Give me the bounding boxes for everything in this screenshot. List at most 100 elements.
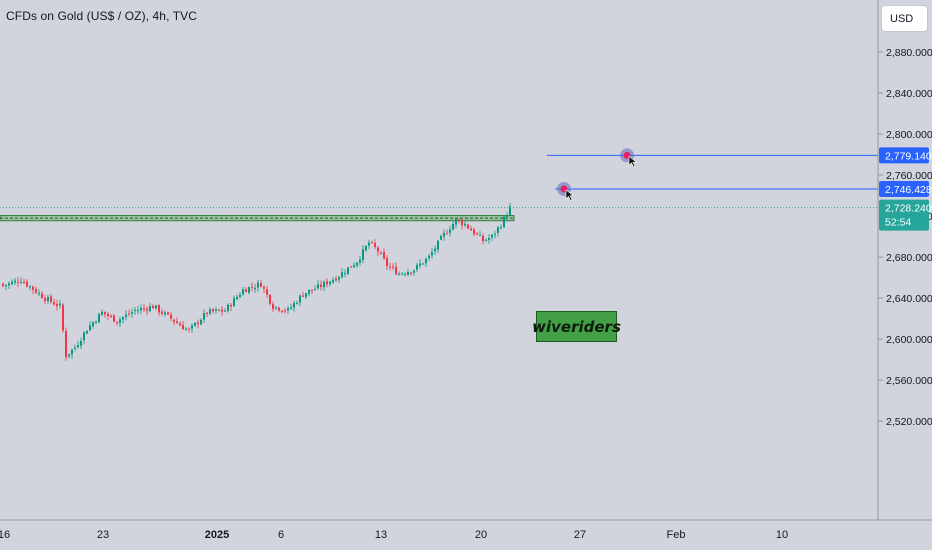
candle-body — [263, 286, 265, 289]
candle-body — [20, 281, 22, 283]
y-tick-label: 2,560.000 — [886, 375, 932, 387]
candle-body — [47, 296, 49, 302]
candle-body — [488, 237, 490, 240]
candle-body — [248, 287, 250, 293]
candles — [2, 202, 511, 361]
candle-body — [77, 345, 79, 348]
candle-body — [455, 218, 457, 225]
currency-button[interactable]: USD — [881, 5, 928, 32]
candle-body — [377, 247, 379, 252]
candle-body — [509, 206, 511, 216]
candle-body — [413, 270, 415, 273]
candle-body — [464, 223, 466, 226]
candle-body — [374, 243, 376, 248]
candle-body — [101, 311, 103, 315]
price-axis-background — [878, 0, 932, 520]
candle-body — [146, 308, 148, 311]
candle-body — [230, 304, 232, 307]
candle-body — [326, 281, 328, 285]
candle-body — [137, 310, 139, 312]
candle-body — [155, 305, 157, 309]
candle-body — [179, 323, 181, 326]
candle-body — [383, 251, 385, 259]
candle-body — [116, 322, 118, 324]
candle-body — [269, 294, 271, 304]
candle-body — [104, 311, 106, 315]
candle-body — [200, 320, 202, 325]
candle-body — [281, 310, 283, 312]
candle-body — [161, 311, 163, 314]
price-axis[interactable]: 2,520.000 2,560.000 2,600.000 2,640.000 2,68… — [877, 0, 932, 520]
candle-body — [494, 233, 496, 235]
candle-body — [323, 281, 325, 288]
candle-body — [209, 309, 211, 314]
candle-body — [479, 235, 481, 237]
candle-body — [296, 302, 298, 304]
candle-body — [107, 313, 109, 317]
candle-body — [362, 249, 364, 260]
candle-body — [149, 306, 151, 312]
candle-body — [140, 308, 142, 311]
candle-body — [203, 312, 205, 320]
candle-body — [329, 281, 331, 285]
candle-body — [506, 215, 508, 218]
candle-body — [401, 273, 403, 275]
candle-body — [224, 310, 226, 312]
candle-body — [347, 267, 349, 275]
candle-body — [158, 305, 160, 313]
candle-body — [290, 307, 292, 309]
candle-body — [194, 322, 196, 326]
candle-body — [392, 266, 394, 268]
x-tick-label: 27 — [574, 529, 586, 541]
candle-body — [74, 347, 76, 349]
candle-body — [434, 248, 436, 252]
bar-countdown-label: 52:54 — [885, 217, 911, 229]
candle-body — [500, 227, 502, 229]
candle-body — [17, 281, 19, 283]
candle-body — [128, 313, 130, 315]
candle-body — [218, 309, 220, 311]
candle-body — [83, 332, 85, 341]
candle-body — [95, 321, 97, 323]
candle-body — [266, 289, 268, 295]
y-tick-label: 2,800.000 — [886, 129, 932, 141]
x-tick-label: Feb — [667, 529, 686, 541]
cursor-icon — [565, 189, 575, 201]
candle-body — [257, 282, 259, 288]
candle-body — [419, 263, 421, 266]
candle-body — [23, 281, 25, 283]
candle-body — [236, 296, 238, 299]
candle-body — [197, 322, 199, 324]
candle-body — [14, 280, 16, 283]
candle-body — [386, 258, 388, 267]
candle-body — [215, 309, 217, 311]
chart-title: CFDs on Gold (US$ / OZ), 4h, TVC — [6, 9, 198, 23]
candle-body — [50, 296, 52, 302]
candle-body — [398, 273, 400, 275]
candle-body — [71, 349, 73, 355]
candle-body — [113, 315, 115, 322]
last-price-label-bg — [879, 199, 929, 231]
horizontal-lines[interactable] — [547, 148, 878, 201]
candle-body — [254, 287, 256, 289]
candle-body — [446, 233, 448, 235]
x-tick-label: 10 — [776, 529, 788, 541]
candle-body — [350, 266, 352, 268]
time-axis[interactable]: 16 23 2025 6 13 20 27 Feb 10 — [0, 519, 932, 541]
candle-body — [260, 283, 262, 287]
candle-body — [239, 294, 241, 297]
candle-body — [473, 229, 475, 235]
candle-body — [86, 330, 88, 334]
y-tick-label: 2,680.000 — [886, 252, 932, 264]
candle-body — [35, 289, 37, 293]
candle-body — [206, 312, 208, 314]
candle-body — [320, 284, 322, 288]
candle-body — [422, 263, 424, 265]
candle-body — [467, 224, 469, 229]
candle-body — [233, 298, 235, 307]
candle-body — [227, 304, 229, 312]
y-tick-label: 2,760.000 — [886, 170, 932, 182]
candle-body — [449, 229, 451, 233]
candle-body — [32, 286, 34, 290]
